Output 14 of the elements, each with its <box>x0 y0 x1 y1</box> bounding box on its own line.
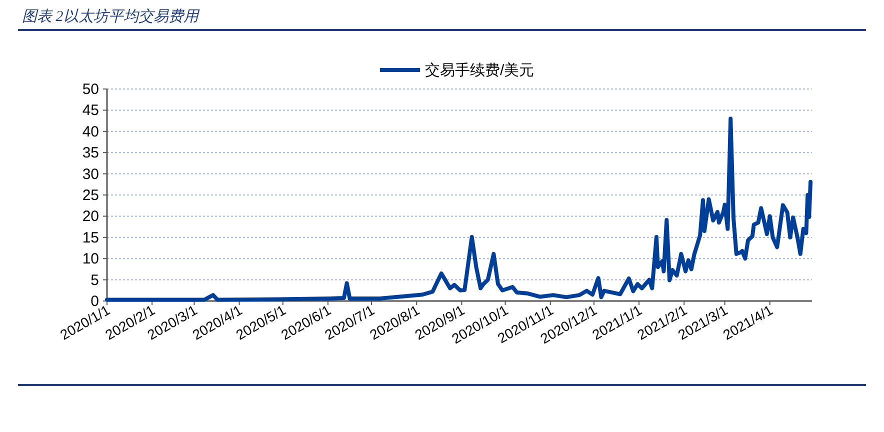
y-tick-label: 45 <box>82 102 99 120</box>
y-tick-label: 50 <box>82 81 99 98</box>
chart-title: 图表 2以太坊平均交易费用 <box>22 8 200 25</box>
y-tick-label: 40 <box>82 123 99 140</box>
y-tick-label: 25 <box>82 187 99 204</box>
y-tick-label: 15 <box>82 229 99 246</box>
y-tick-label: 0 <box>90 293 99 310</box>
y-tick-label: 10 <box>82 250 99 268</box>
legend-label: 交易手续费/美元 <box>425 62 534 79</box>
y-tick-label: 30 <box>82 166 99 183</box>
y-tick-label: 20 <box>82 208 99 226</box>
y-tick-label: 5 <box>90 272 99 289</box>
legend: 交易手续费/美元 <box>380 62 534 79</box>
y-tick-label: 35 <box>82 144 99 162</box>
